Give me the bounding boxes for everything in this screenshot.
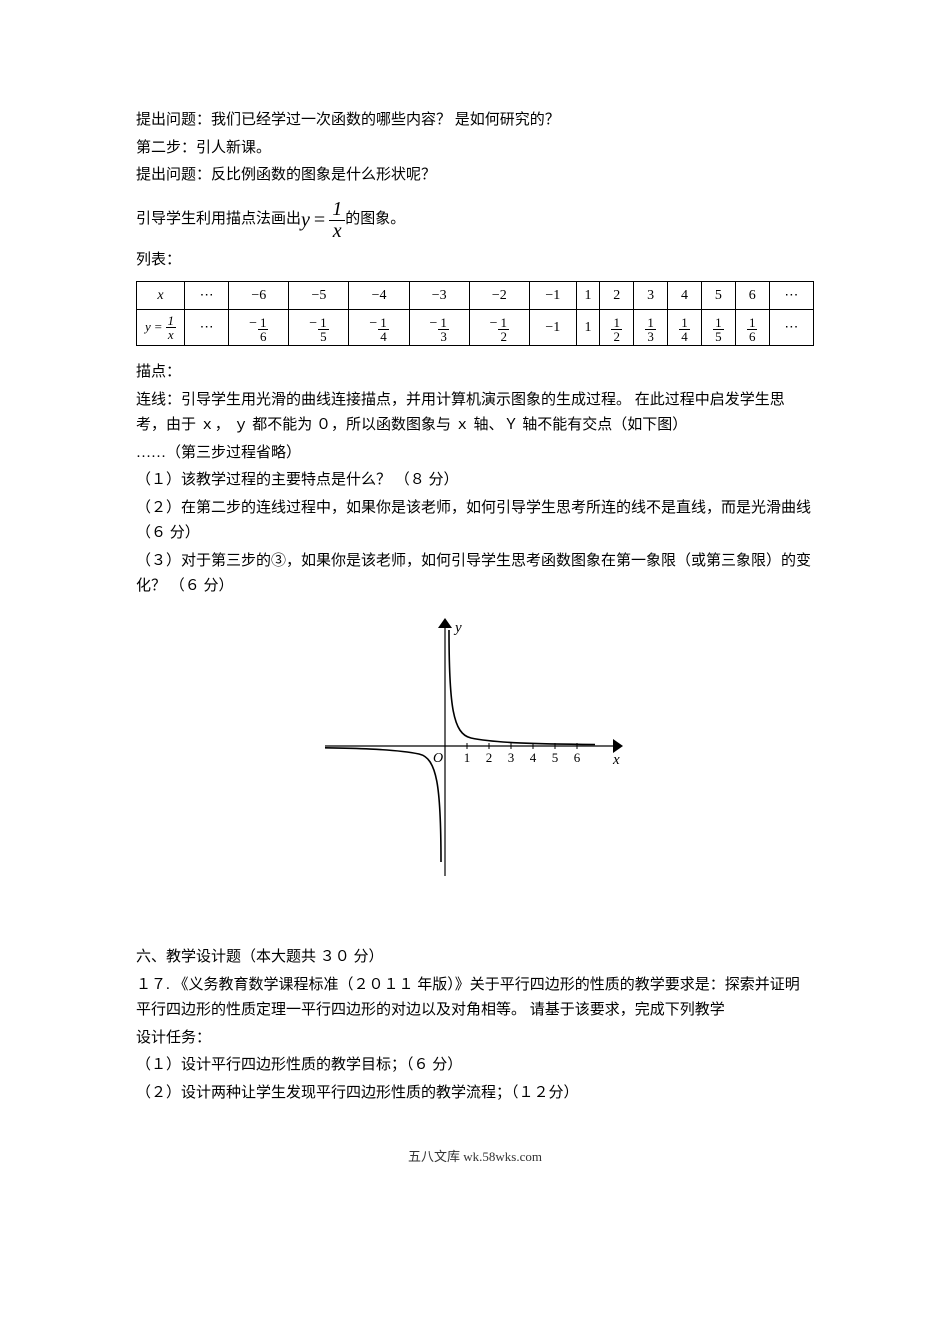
table-cell: −6	[229, 282, 289, 310]
svg-text:x: x	[612, 752, 620, 768]
var-x: x	[157, 288, 163, 303]
table-cell: −1	[529, 282, 576, 310]
fraction-numerator: 1	[258, 316, 269, 330]
formula-line: 引导学生利用描点法画出 y = 1 x 的图象。	[136, 199, 814, 242]
svg-text:6: 6	[574, 750, 581, 765]
paragraph: 描点：	[136, 360, 814, 386]
chart-svg: 123456 Ox y	[325, 616, 625, 876]
table-cell-xlabel: x	[137, 282, 185, 310]
table-cell: 16	[735, 310, 769, 346]
xy-table: x ⋯ −6 −5 −4 −3 −2 −1 1 2 3 4 5 6 ⋯ y = …	[136, 281, 814, 346]
table-cell: ⋯	[769, 310, 813, 346]
paragraph: 第二步：引人新课。	[136, 136, 814, 162]
equals-sign: =	[154, 316, 163, 338]
svg-text:1: 1	[464, 750, 471, 765]
fraction-denominator: 3	[645, 330, 656, 343]
fraction-denominator: x	[330, 221, 345, 242]
table-cell: 5	[701, 282, 735, 310]
fraction-denominator: x	[166, 328, 176, 341]
var-y: y	[145, 316, 151, 338]
paragraph: 列表：	[136, 248, 814, 274]
fraction-numerator: 1	[318, 316, 329, 330]
fraction: 1 x	[166, 314, 177, 341]
table-row-y: y = 1 x ⋯ −16 −15 −14 −13 −12 −1 1 12 13…	[137, 310, 814, 346]
text-after-formula: 的图象。	[345, 207, 405, 233]
page-footer: 五八文库 wk.58wks.com	[136, 1146, 814, 1168]
table-cell: 4	[668, 282, 702, 310]
svg-text:3: 3	[508, 750, 515, 765]
fraction-denominator: 6	[258, 330, 269, 343]
fraction: 1 x	[329, 199, 345, 242]
fraction-numerator: 1	[378, 316, 389, 330]
paragraph: 连线：引导学生用光滑的曲线连接描点，并用计算机演示图象的生成过程。 在此过程中启…	[136, 388, 814, 439]
table-cell: 13	[634, 310, 668, 346]
svg-text:5: 5	[552, 750, 559, 765]
hyperbola-chart: 123456 Ox y	[136, 616, 814, 886]
table-cell: 1	[576, 310, 600, 346]
table-cell: −12	[469, 310, 529, 346]
fraction-numerator: 1	[747, 316, 758, 330]
table-cell: 12	[600, 310, 634, 346]
fraction-numerator: 1	[713, 316, 724, 330]
text-before-formula: 引导学生利用描点法画出	[136, 207, 301, 233]
table-row-x: x ⋯ −6 −5 −4 −3 −2 −1 1 2 3 4 5 6 ⋯	[137, 282, 814, 310]
table-cell: −5	[289, 282, 349, 310]
fraction-denominator: 6	[747, 330, 758, 343]
table-cell: ⋯	[185, 282, 229, 310]
paragraph: 设计任务：	[136, 1026, 814, 1052]
table-cell: −2	[469, 282, 529, 310]
paragraph: ……（第三步过程省略）	[136, 441, 814, 467]
table-cell: −14	[349, 310, 409, 346]
table-cell: −1	[529, 310, 576, 346]
var-y: y	[301, 203, 310, 237]
table-cell: 14	[668, 310, 702, 346]
fraction-denominator: 2	[498, 330, 509, 343]
table-cell: −16	[229, 310, 289, 346]
table-cell-ylabel: y = 1 x	[137, 310, 185, 346]
question-3: （３）对于第三步的③，如果你是该老师，如何引导学生思考函数图象在第一象限（或第三…	[136, 549, 814, 600]
table-cell: −13	[409, 310, 469, 346]
table-cell: −15	[289, 310, 349, 346]
fraction-numerator: 1	[166, 314, 177, 328]
fraction-denominator: 5	[713, 330, 724, 343]
table-cell: ⋯	[185, 310, 229, 346]
paragraph: 提出问题：反比例函数的图象是什么形状呢？	[136, 163, 814, 189]
table-cell: −3	[409, 282, 469, 310]
fraction-denominator: 3	[438, 330, 449, 343]
table-cell: −4	[349, 282, 409, 310]
svg-text:2: 2	[486, 750, 493, 765]
fraction-denominator: 5	[318, 330, 329, 343]
question-2: （２）在第二步的连线过程中，如果你是该老师，如何引导学生思考所连的线不是直线，而…	[136, 496, 814, 547]
question-2: （２）设计两种让学生发现平行四边形性质的教学流程；（１２分）	[136, 1081, 814, 1107]
table-cell: 3	[634, 282, 668, 310]
paragraph: 提出问题：我们已经学过一次函数的哪些内容？ 是如何研究的？	[136, 108, 814, 134]
table-cell: 6	[735, 282, 769, 310]
fraction-numerator: 1	[611, 316, 622, 330]
fraction-numerator: 1	[498, 316, 509, 330]
section-heading: 六、教学设计题（本大题共 ３０ 分）	[136, 945, 814, 971]
paragraph: １７. 《义务教育数学课程标准（２０１１ 年版）》关于平行四边形的性质的教学要求…	[136, 973, 814, 1024]
fraction-numerator: 1	[679, 316, 690, 330]
fraction-numerator: 1	[645, 316, 656, 330]
svg-text:4: 4	[530, 750, 537, 765]
question-1: （１）该教学过程的主要特点是什么？ （８ 分）	[136, 468, 814, 494]
table-cell: ⋯	[769, 282, 813, 310]
equation-y-equals-1-over-x: y = 1 x	[301, 199, 345, 242]
table-cell: 1	[576, 282, 600, 310]
svg-text:O: O	[433, 751, 443, 766]
question-1: （１）设计平行四边形性质的教学目标；（６ 分）	[136, 1053, 814, 1079]
fraction-denominator: 2	[611, 330, 622, 343]
svg-text:y: y	[453, 620, 462, 636]
fraction-denominator: 4	[679, 330, 690, 343]
fraction-numerator: 1	[329, 199, 345, 221]
fraction-numerator: 1	[438, 316, 449, 330]
equals-sign: =	[314, 203, 325, 237]
table-cell: 15	[701, 310, 735, 346]
fraction-denominator: 4	[378, 330, 389, 343]
table-cell: 2	[600, 282, 634, 310]
